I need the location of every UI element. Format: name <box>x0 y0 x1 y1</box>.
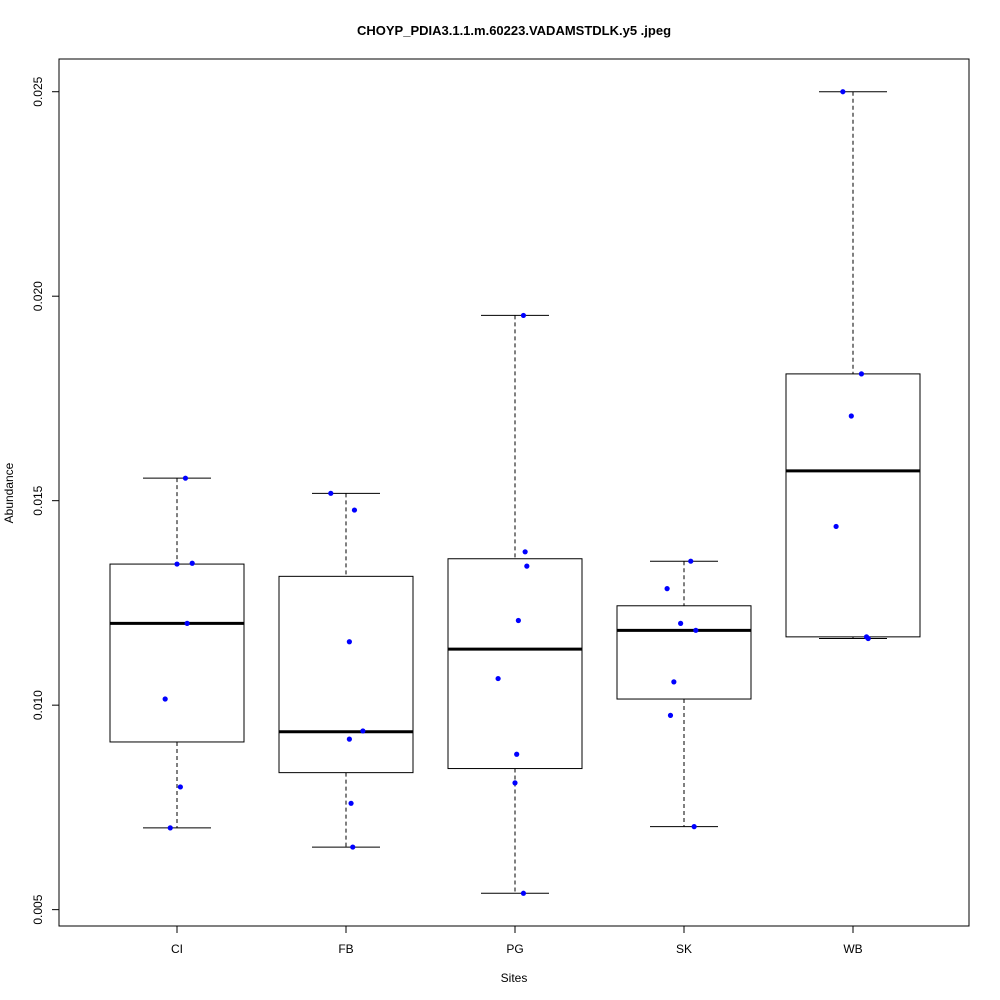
data-point <box>667 712 674 718</box>
box-wb <box>785 91 921 639</box>
x-axis-label: Sites <box>501 971 528 985</box>
data-point <box>351 507 358 513</box>
data-point <box>524 563 530 569</box>
iqr-box <box>109 563 245 743</box>
data-point <box>858 371 865 377</box>
iqr-box <box>447 558 583 770</box>
data-point <box>167 825 173 831</box>
y-tick-label: 0.005 <box>31 894 45 924</box>
data-point <box>691 824 697 830</box>
data-point <box>328 490 334 496</box>
x-tick-label-fb: FB <box>338 942 353 956</box>
data-point <box>693 627 699 633</box>
data-point <box>177 784 183 790</box>
box-fb <box>278 492 414 848</box>
data-point <box>174 561 180 567</box>
data-point <box>350 844 356 850</box>
x-axis: CI FB PG SK WB <box>171 925 863 956</box>
data-point <box>514 751 520 757</box>
data-point <box>360 728 366 734</box>
data-point <box>522 549 528 555</box>
data-point <box>515 617 521 624</box>
data-point <box>848 413 854 419</box>
x-tick-label-wb: WB <box>843 942 862 956</box>
data-point <box>348 800 354 806</box>
data-point <box>833 523 839 530</box>
x-tick-label-ci: CI <box>171 942 183 956</box>
plot-frame <box>58 58 970 927</box>
iqr-box <box>785 373 921 638</box>
data-point <box>664 586 670 592</box>
y-tick-label: 0.015 <box>31 485 45 515</box>
data-point <box>865 635 871 642</box>
data-point <box>346 639 352 645</box>
iqr-box <box>278 575 414 774</box>
y-axis-label: Abundance <box>2 462 16 523</box>
y-tick-label: 0.010 <box>31 690 45 720</box>
data-point <box>495 675 501 682</box>
data-point <box>688 558 694 564</box>
y-tick-label: 0.025 <box>31 76 45 106</box>
data-point <box>189 560 195 566</box>
data-point <box>520 312 527 319</box>
x-tick-label-sk: SK <box>676 942 692 956</box>
boxes-layer <box>109 91 921 894</box>
points-layer <box>162 89 871 896</box>
data-point <box>671 679 677 685</box>
data-point <box>512 780 518 786</box>
iqr-box <box>616 605 752 700</box>
data-point <box>184 620 190 626</box>
box-ci <box>109 477 245 829</box>
data-point <box>182 475 189 481</box>
x-tick-label-pg: PG <box>506 942 523 956</box>
box-pg <box>447 314 583 894</box>
chart-title: CHOYP_PDIA3.1.1.m.60223.VADAMSTDLK.y5 .j… <box>357 23 671 38</box>
data-point <box>162 696 168 702</box>
y-tick-label: 0.020 <box>31 281 45 311</box>
data-point <box>346 736 352 742</box>
data-point <box>520 890 527 896</box>
box-sk <box>616 560 752 828</box>
data-point <box>678 620 684 626</box>
data-point <box>840 89 846 95</box>
y-axis: 0.005 0.010 0.015 0.020 0.025 <box>31 76 60 925</box>
